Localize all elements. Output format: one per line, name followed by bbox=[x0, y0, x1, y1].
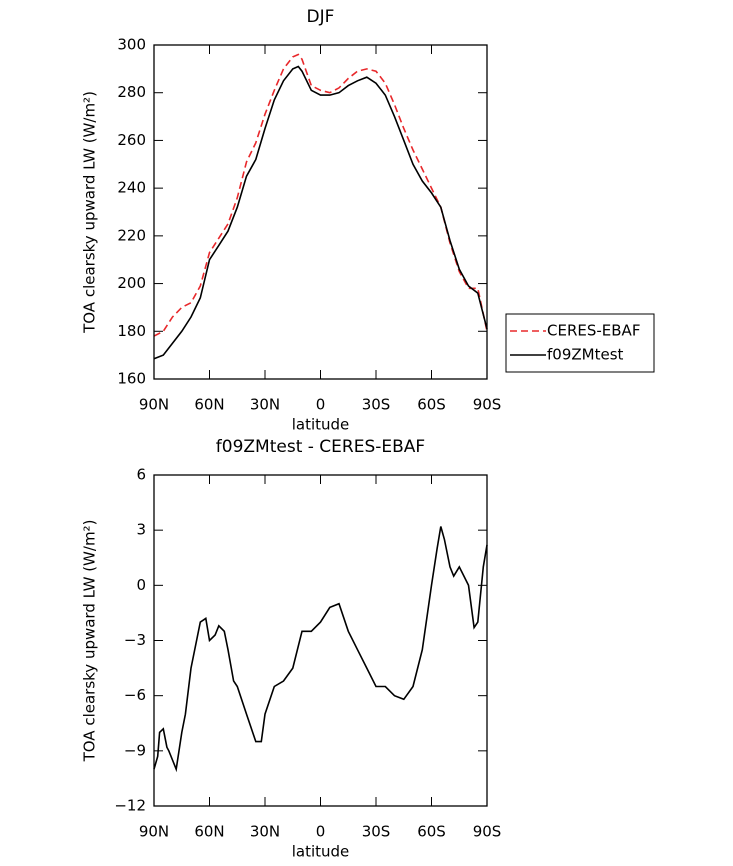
series-line bbox=[153, 53, 488, 337]
legend-label: f09ZMtest bbox=[547, 346, 624, 364]
chart-title: DJF bbox=[307, 7, 335, 27]
series-line bbox=[153, 65, 488, 360]
y-tick-label: −3 bbox=[124, 631, 146, 649]
x-tick-label: 90S bbox=[473, 396, 502, 414]
series-line bbox=[153, 526, 488, 773]
y-tick-label: 280 bbox=[117, 83, 146, 101]
x-tick-label: 60N bbox=[194, 823, 224, 841]
x-tick-label: 30S bbox=[362, 396, 391, 414]
x-axis-label: latitude bbox=[292, 416, 350, 434]
plot-frame bbox=[153, 474, 488, 807]
y-tick-label: 6 bbox=[136, 466, 146, 484]
y-tick-label: 300 bbox=[117, 36, 146, 54]
x-tick-label: 30N bbox=[250, 823, 280, 841]
x-axis-label: latitude bbox=[292, 843, 350, 861]
y-tick-label: 3 bbox=[136, 521, 146, 539]
y-tick-label: −9 bbox=[124, 741, 146, 759]
chart-title: f09ZMtest - CERES-EBAF bbox=[216, 437, 425, 457]
x-tick-label: 0 bbox=[316, 823, 326, 841]
y-tick-label: 200 bbox=[117, 274, 146, 292]
y-tick-label: −6 bbox=[124, 686, 146, 704]
legend-label: CERES-EBAF bbox=[547, 322, 640, 340]
x-tick-label: 60S bbox=[417, 396, 446, 414]
y-tick-label: 240 bbox=[117, 179, 146, 197]
x-tick-label: 30N bbox=[250, 396, 280, 414]
x-tick-label: 30S bbox=[362, 823, 391, 841]
y-tick-label: 180 bbox=[117, 322, 146, 340]
x-tick-label: 0 bbox=[316, 396, 326, 414]
x-tick-label: 60N bbox=[194, 396, 224, 414]
x-tick-label: 90N bbox=[139, 823, 169, 841]
y-tick-label: 260 bbox=[117, 131, 146, 149]
plot-frame bbox=[153, 44, 488, 380]
x-tick-label: 90S bbox=[473, 823, 502, 841]
legend-box bbox=[505, 313, 655, 373]
y-tick-label: 160 bbox=[117, 370, 146, 388]
x-tick-label: 60S bbox=[417, 823, 446, 841]
y-axis-label: TOA clearsky upward LW (W/m²) bbox=[81, 91, 99, 334]
y-tick-label: −12 bbox=[114, 797, 146, 815]
y-tick-label: 0 bbox=[136, 576, 146, 594]
y-axis-label: TOA clearsky upward LW (W/m²) bbox=[81, 520, 99, 763]
x-tick-label: 90N bbox=[139, 396, 169, 414]
y-tick-label: 220 bbox=[117, 226, 146, 244]
